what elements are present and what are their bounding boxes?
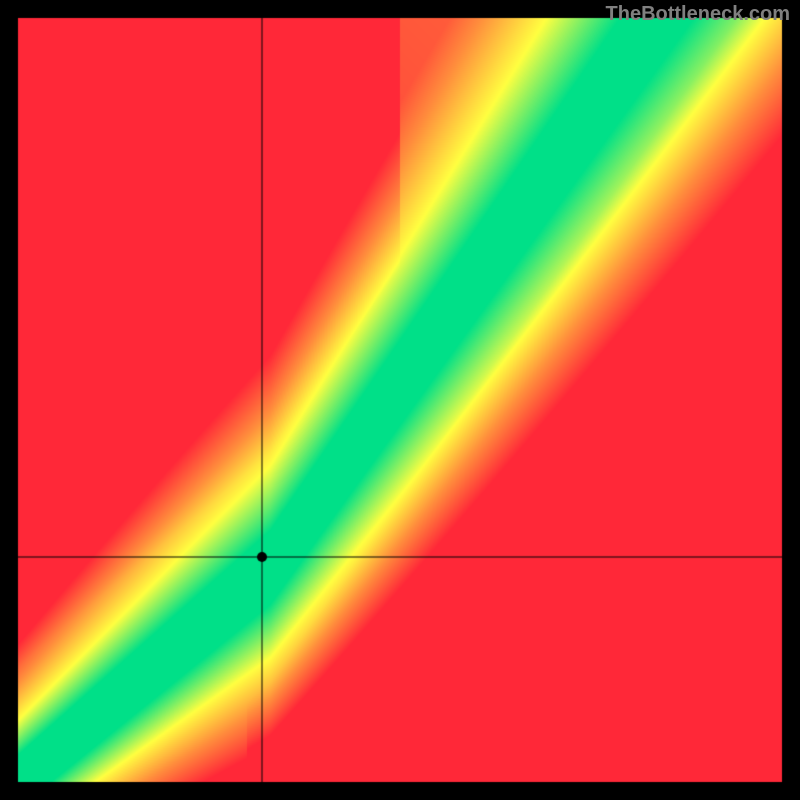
watermark-text: TheBottleneck.com xyxy=(606,3,790,26)
heatmap-canvas xyxy=(0,0,800,800)
chart-container: TheBottleneck.com xyxy=(0,0,800,800)
